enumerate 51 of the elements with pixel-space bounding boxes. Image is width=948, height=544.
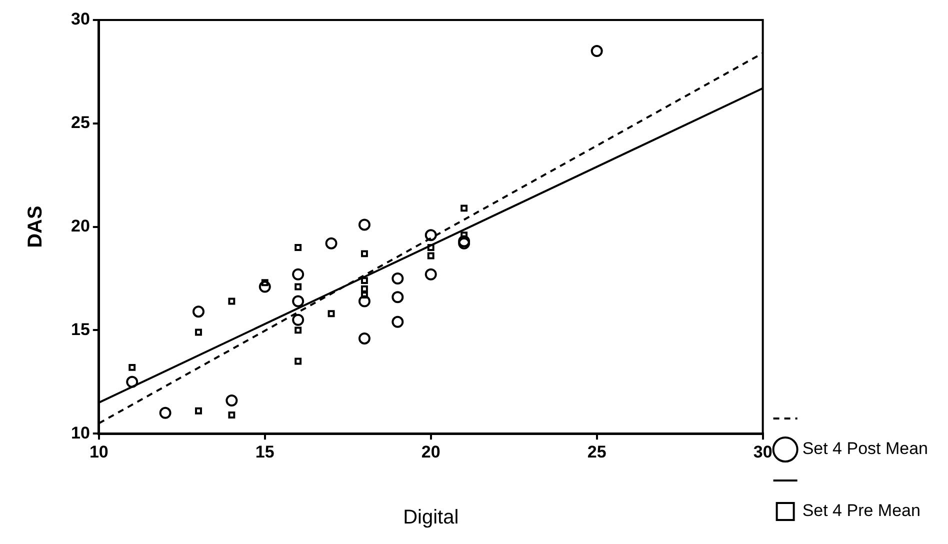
y-tick-label: 10: [70, 423, 90, 442]
point: [328, 310, 335, 318]
point: [358, 295, 370, 308]
point: [228, 298, 236, 305]
point: [261, 279, 268, 286]
point: [294, 244, 302, 251]
point: [392, 272, 404, 284]
point: [292, 295, 304, 308]
point: [325, 237, 338, 250]
legend-label: Set 4 Pre Mean: [802, 501, 920, 520]
legend-label: Set 4 Post Mean: [802, 439, 928, 458]
point: [159, 406, 172, 419]
y-tick-label: 25: [70, 113, 90, 132]
point: [126, 376, 138, 388]
point: [427, 252, 434, 260]
point: [392, 291, 404, 304]
point: [460, 204, 468, 212]
point: [292, 268, 304, 280]
x-tick-label: 15: [255, 442, 274, 462]
point: [424, 229, 437, 242]
point: [460, 232, 468, 239]
point: [292, 314, 304, 326]
y-tick-label: 15: [70, 320, 90, 339]
point: [226, 394, 238, 407]
point: [195, 328, 202, 336]
x-tick-label: 20: [421, 442, 440, 462]
point: [590, 45, 603, 58]
x-axis-title: Digital: [403, 506, 459, 529]
point: [294, 358, 302, 365]
y-tick-label: 20: [70, 216, 90, 236]
point: [192, 306, 204, 318]
point: [392, 316, 404, 328]
y-tick-label: 30: [70, 10, 90, 29]
point: [258, 280, 271, 293]
point: [358, 218, 370, 231]
y-axis-title: DAS: [24, 206, 47, 248]
point: [361, 292, 368, 299]
x-tick-label: 25: [587, 442, 606, 462]
point: [361, 250, 368, 258]
point: [294, 283, 302, 290]
x-tick-label: 10: [89, 442, 108, 462]
point: [358, 332, 370, 344]
point: [427, 244, 434, 251]
point: [361, 277, 368, 284]
point: [294, 326, 302, 334]
point: [195, 407, 202, 414]
point: [128, 364, 136, 371]
point: [424, 268, 437, 280]
point: [361, 285, 368, 292]
point: [228, 412, 236, 418]
x-tick-label: 30: [753, 442, 772, 462]
